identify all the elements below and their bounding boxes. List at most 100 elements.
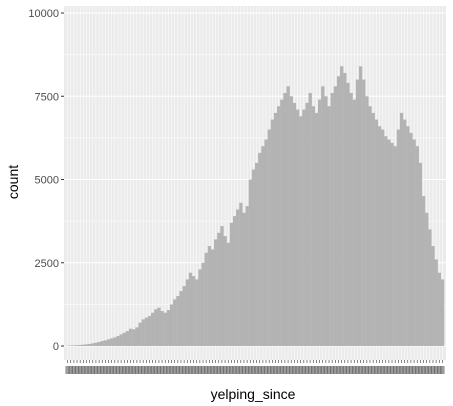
x-tick-label-overplotted bbox=[100, 366, 105, 374]
x-tick-label-overplotted bbox=[109, 366, 114, 374]
x-tick-label-overplotted bbox=[361, 366, 366, 374]
x-tick-label-overplotted bbox=[396, 366, 401, 374]
x-tick-label-overplotted bbox=[254, 366, 259, 374]
bar bbox=[210, 249, 215, 346]
bar bbox=[169, 304, 174, 346]
x-tick-label-overplotted bbox=[380, 366, 385, 374]
x-tick-label-overplotted bbox=[147, 366, 152, 374]
x-tick-label-overplotted bbox=[248, 366, 253, 374]
bar bbox=[396, 129, 401, 346]
x-tick-label-overplotted bbox=[317, 366, 322, 374]
bar bbox=[160, 311, 164, 346]
x-tick-label-overplotted bbox=[279, 366, 284, 374]
x-tick-label-overplotted bbox=[257, 366, 262, 374]
x-tick-label-overplotted bbox=[172, 366, 177, 374]
x-tick-label-overplotted bbox=[238, 366, 244, 374]
bar bbox=[340, 66, 344, 346]
bar bbox=[346, 82, 350, 347]
bar bbox=[264, 139, 268, 346]
x-tick-label-overplotted bbox=[377, 366, 382, 374]
bar bbox=[258, 152, 262, 346]
bar bbox=[154, 309, 158, 346]
bar bbox=[125, 331, 130, 346]
bar bbox=[144, 317, 149, 346]
x-tick-label-overplotted bbox=[178, 366, 184, 374]
x-tick-label-overplotted bbox=[292, 366, 297, 374]
bar bbox=[245, 206, 249, 346]
x-tick-label-overplotted bbox=[77, 366, 83, 374]
x-tick-label-overplotted bbox=[125, 366, 130, 374]
x-tick-label-overplotted bbox=[68, 366, 73, 374]
x-tick-label-overplotted bbox=[71, 366, 77, 374]
x-axis-title: yelping_since bbox=[211, 386, 296, 402]
x-tick-label-overplotted bbox=[411, 366, 417, 374]
x-tick-label-overplotted bbox=[389, 366, 395, 374]
bar bbox=[173, 299, 177, 346]
x-tick-label-overplotted bbox=[358, 366, 363, 374]
x-tick-label-overplotted bbox=[282, 366, 288, 374]
bar bbox=[72, 345, 76, 346]
bar bbox=[311, 106, 315, 347]
x-tick-label-overplotted bbox=[304, 366, 310, 374]
bar bbox=[132, 329, 136, 346]
bar bbox=[384, 136, 388, 346]
bar bbox=[255, 162, 259, 346]
y-tick-label: 5000 bbox=[35, 175, 59, 187]
x-tick-label-overplotted bbox=[181, 366, 187, 374]
x-tick-label-overplotted bbox=[424, 366, 429, 374]
bar bbox=[283, 92, 287, 346]
x-tick-label-overplotted bbox=[188, 366, 193, 374]
y-tick-label: 2500 bbox=[35, 258, 59, 270]
bar bbox=[355, 79, 360, 346]
bar bbox=[324, 96, 328, 346]
bar bbox=[163, 312, 167, 346]
x-tick-label-overplotted bbox=[166, 366, 171, 374]
bar bbox=[204, 252, 208, 346]
x-tick-label-overplotted bbox=[430, 366, 436, 374]
bar bbox=[371, 112, 375, 347]
bar bbox=[207, 246, 212, 346]
x-tick-label-overplotted bbox=[128, 366, 133, 374]
x-tick-label-overplotted bbox=[342, 366, 347, 374]
x-tick-label-overplotted bbox=[191, 366, 196, 374]
x-tick-label-overplotted bbox=[433, 366, 439, 374]
x-tick-label-overplotted bbox=[402, 366, 407, 374]
bar bbox=[113, 337, 117, 346]
x-tick-label-overplotted bbox=[295, 366, 300, 374]
x-tick-label-overplotted bbox=[163, 366, 168, 374]
x-tick-label-overplotted bbox=[405, 366, 410, 374]
x-tick-label-overplotted bbox=[74, 366, 80, 374]
bar bbox=[157, 307, 161, 346]
y-axis-title: count bbox=[5, 165, 21, 199]
bar bbox=[214, 239, 218, 346]
x-tick-label-overplotted bbox=[118, 366, 124, 374]
x-tick-label-overplotted bbox=[226, 366, 231, 374]
bar bbox=[321, 86, 325, 346]
bar bbox=[192, 276, 196, 346]
x-tick-label-overplotted bbox=[333, 366, 338, 374]
x-tick-label-overplotted bbox=[115, 366, 121, 374]
bar bbox=[390, 142, 394, 346]
bar bbox=[409, 132, 413, 346]
bar bbox=[185, 279, 189, 346]
bar bbox=[362, 79, 366, 346]
bar bbox=[292, 102, 297, 346]
x-tick-label-overplotted bbox=[219, 366, 225, 374]
x-tick-label-overplotted bbox=[84, 366, 89, 374]
bar bbox=[229, 222, 234, 346]
bar bbox=[97, 342, 101, 346]
x-tick-label-overplotted bbox=[222, 366, 228, 374]
bar bbox=[179, 291, 183, 346]
x-tick-label-overplotted bbox=[65, 366, 70, 374]
x-tick-label-overplotted bbox=[153, 366, 158, 374]
x-tick-label-overplotted bbox=[383, 366, 388, 374]
x-tick-label-overplotted bbox=[370, 366, 376, 374]
bar bbox=[217, 232, 221, 346]
x-tick-label-overplotted bbox=[355, 366, 360, 374]
x-tick-label-overplotted bbox=[260, 366, 266, 374]
bar bbox=[91, 343, 95, 346]
x-tick-label-overplotted bbox=[415, 366, 420, 374]
x-tick-label-overplotted bbox=[301, 366, 307, 374]
x-tick-label-overplotted bbox=[251, 366, 256, 374]
x-tick-label-overplotted bbox=[122, 366, 127, 374]
